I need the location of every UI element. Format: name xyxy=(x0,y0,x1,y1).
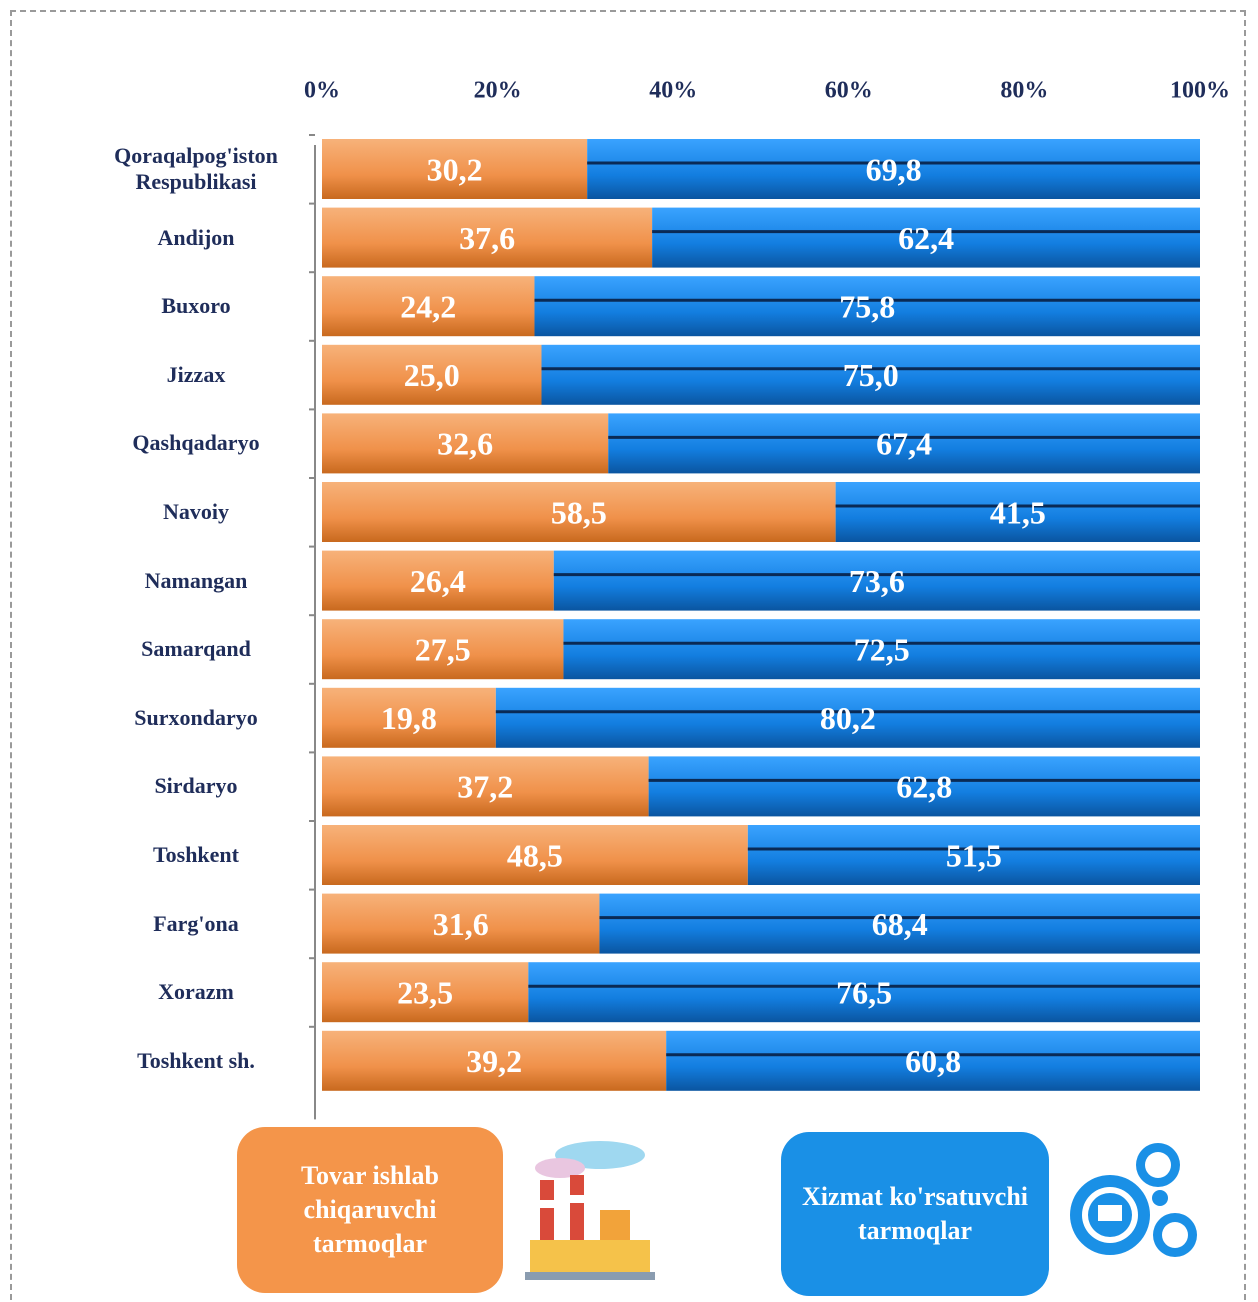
bar-segment xyxy=(322,1030,667,1091)
bar-segment xyxy=(652,207,1200,268)
bar-segment xyxy=(322,962,529,1023)
y-tick-label: Qoraqalpog'iston Respublikasi xyxy=(114,143,278,194)
y-tick-label: Surxondaryo xyxy=(134,704,258,730)
value-label: 60,8 xyxy=(905,1043,961,1079)
bar-segment xyxy=(322,619,564,680)
bar-segment xyxy=(322,482,836,542)
y-tick-label: Namangan xyxy=(144,567,248,593)
bar-segment xyxy=(322,344,542,405)
value-label: 32,6 xyxy=(437,426,493,462)
y-tick-label: Sirdaryo xyxy=(154,773,238,799)
bar-segment xyxy=(322,893,600,954)
value-label: 73,6 xyxy=(849,563,905,599)
value-label: 30,2 xyxy=(427,151,483,187)
bar-segment xyxy=(587,139,1200,199)
x-tick-label: 0% xyxy=(304,78,340,104)
bar-segment xyxy=(534,276,1200,337)
bar-segment xyxy=(608,413,1200,474)
value-label: 25,0 xyxy=(404,357,460,393)
bar-segment xyxy=(495,687,1200,748)
value-label: 41,5 xyxy=(990,494,1046,530)
value-label: 75,8 xyxy=(839,289,895,325)
value-label: 48,5 xyxy=(507,837,563,873)
value-label: 37,6 xyxy=(459,220,515,256)
value-label: 37,2 xyxy=(457,769,513,805)
value-label: 62,4 xyxy=(898,220,954,256)
bar-segment xyxy=(322,207,653,268)
y-tick-label: Toshkent xyxy=(152,842,239,867)
bar-segment xyxy=(553,550,1200,611)
value-label: 23,5 xyxy=(397,975,453,1011)
value-label: 39,2 xyxy=(466,1043,522,1079)
y-tick-label: Navoiy xyxy=(163,499,229,524)
value-label: 68,4 xyxy=(872,906,928,942)
bar-segment xyxy=(648,756,1200,817)
bar-segment xyxy=(747,825,1200,885)
x-tick-label: 60% xyxy=(825,78,873,104)
bar-segment xyxy=(322,825,748,885)
bar-segment xyxy=(528,962,1200,1023)
value-label: 51,5 xyxy=(946,837,1002,873)
bar-segment xyxy=(563,619,1200,680)
y-tick-label: Buxoro xyxy=(161,293,231,319)
x-tick-label: 40% xyxy=(649,78,697,104)
y-tick-label: Farg'ona xyxy=(153,910,239,936)
value-label: 75,0 xyxy=(843,357,899,393)
x-tick-label: 20% xyxy=(474,78,522,104)
bar-segment xyxy=(835,482,1200,542)
bar-segment xyxy=(322,550,554,611)
value-label: 19,8 xyxy=(381,700,437,736)
value-label: 80,2 xyxy=(820,700,876,736)
x-tick-label: 80% xyxy=(1000,78,1048,104)
y-tick-label: Toshkent sh. xyxy=(137,1047,255,1073)
frame xyxy=(10,10,1246,1302)
bar-segment xyxy=(599,893,1200,954)
x-tick-label: 100% xyxy=(1170,78,1230,104)
factory-icon xyxy=(525,1141,655,1280)
bar-segment xyxy=(541,344,1200,405)
y-tick-label: Andijon xyxy=(157,224,235,250)
value-label: 24,2 xyxy=(400,289,456,325)
legend-item: Tovar ishlab chiqaruvchi tarmoqlar xyxy=(237,1127,503,1293)
value-label: 72,5 xyxy=(854,632,910,668)
bar-segment xyxy=(322,413,609,474)
value-label: 26,4 xyxy=(410,563,466,599)
value-label: 69,8 xyxy=(866,151,922,187)
value-label: 62,8 xyxy=(896,769,952,805)
value-label: 58,5 xyxy=(551,494,607,530)
legend-item: Xizmat ko'rsatuvchi tarmoqlar xyxy=(781,1132,1049,1296)
y-tick-label: Xorazm xyxy=(158,979,234,1005)
bar-segment xyxy=(666,1030,1200,1091)
bar-segment xyxy=(322,687,496,748)
bar-segment xyxy=(322,139,588,199)
bar-segment xyxy=(322,276,535,337)
value-label: 67,4 xyxy=(876,426,932,462)
value-label: 27,5 xyxy=(415,632,471,668)
y-tick-label: Samarqand xyxy=(141,636,251,662)
gears-icon xyxy=(1070,1143,1197,1257)
value-label: 76,5 xyxy=(836,975,892,1011)
y-tick-label: Qashqadaryo xyxy=(132,430,260,456)
value-label: 31,6 xyxy=(433,906,489,942)
y-tick-label: Jizzax xyxy=(166,361,226,387)
bar-segment xyxy=(322,756,649,817)
